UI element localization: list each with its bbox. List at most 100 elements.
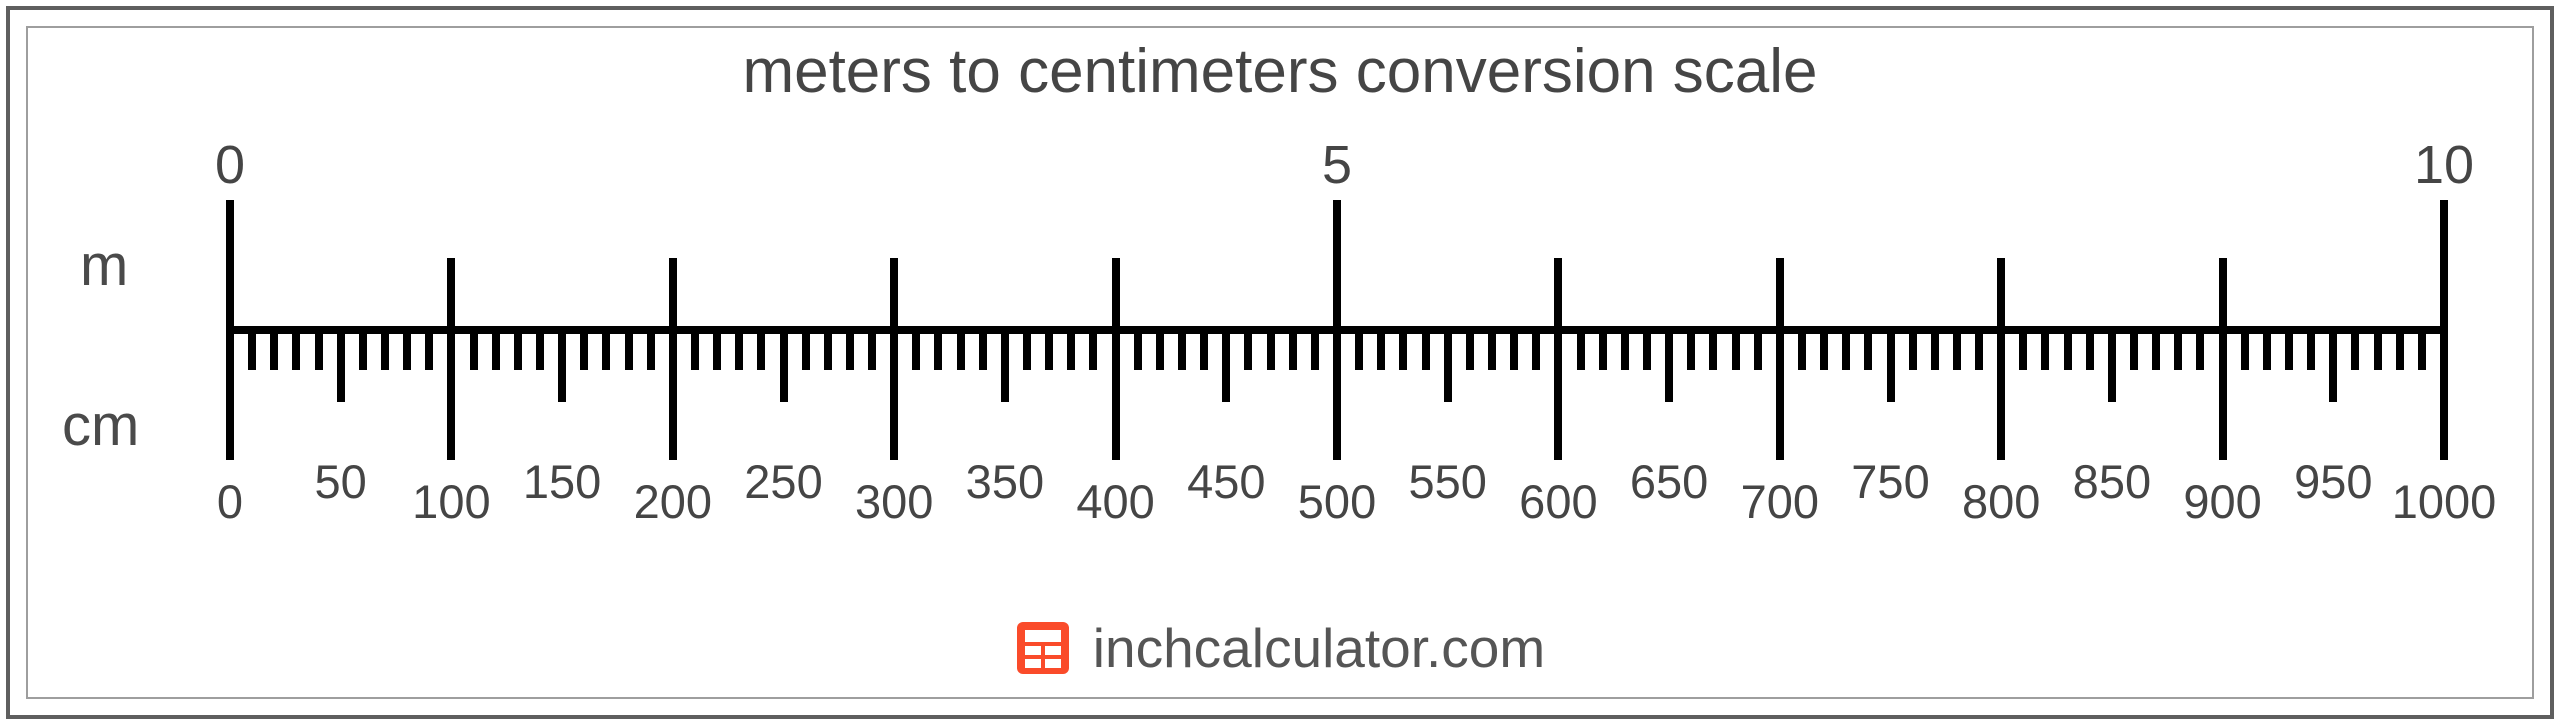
tick-bottom (470, 330, 478, 370)
tick-bottom (270, 330, 278, 370)
tick-bottom (1067, 330, 1075, 370)
tick-bottom (625, 330, 633, 370)
tick-bottom (868, 330, 876, 370)
footer: inchcalculator.com (0, 616, 2560, 680)
calculator-icon (1015, 620, 1071, 676)
tick-bottom (447, 330, 455, 460)
tick-top (669, 258, 677, 330)
tick-bottom (2019, 330, 2027, 370)
tick-bottom (248, 330, 256, 370)
tick-bottom (691, 330, 699, 370)
tick-bottom (1045, 330, 1053, 370)
tick-bottom (2307, 330, 2315, 370)
tick-bottom (1931, 330, 1939, 370)
tick-label-cm-medium: 50 (315, 454, 367, 509)
tick-bottom (912, 330, 920, 370)
tick-bottom (1399, 330, 1407, 370)
tick-label-cm-medium: 250 (744, 454, 822, 509)
tick-top (447, 258, 455, 330)
tick-label-cm-medium: 750 (1851, 454, 1929, 509)
tick-bottom (226, 330, 234, 460)
tick-bottom (425, 330, 433, 370)
tick-bottom (1222, 330, 1230, 402)
tick-bottom (602, 330, 610, 370)
tick-bottom (2396, 330, 2404, 370)
tick-bottom (1001, 330, 1009, 402)
tick-bottom (2418, 330, 2426, 370)
tick-bottom (2152, 330, 2160, 370)
tick-bottom (1665, 330, 1673, 402)
tick-bottom (1599, 330, 1607, 370)
tick-label-cm-major: 600 (1519, 474, 1597, 529)
tick-bottom (824, 330, 832, 370)
tick-bottom (514, 330, 522, 370)
tick-label-cm-major: 300 (855, 474, 933, 529)
tick-top (2219, 258, 2227, 330)
tick-bottom (1089, 330, 1097, 370)
tick-bottom (802, 330, 810, 370)
tick-label-meters: 5 (1322, 134, 1352, 196)
unit-label-meters: m (80, 232, 128, 299)
tick-top (226, 200, 234, 330)
tick-bottom (2174, 330, 2182, 370)
tick-label-meters: 0 (215, 134, 245, 196)
tick-bottom (381, 330, 389, 370)
tick-top (1997, 258, 2005, 330)
tick-top (1333, 200, 1341, 330)
tick-bottom (292, 330, 300, 370)
tick-label-cm-major: 500 (1298, 474, 1376, 529)
tick-bottom (2263, 330, 2271, 370)
tick-bottom (1554, 330, 1562, 460)
tick-bottom (1510, 330, 1518, 370)
tick-label-cm-major: 100 (412, 474, 490, 529)
tick-top (890, 258, 898, 330)
tick-bottom (2041, 330, 2049, 370)
tick-bottom (1422, 330, 1430, 370)
tick-top (1776, 258, 1784, 330)
tick-label-cm-major: 900 (2183, 474, 2261, 529)
tick-bottom (1643, 330, 1651, 370)
tick-bottom (1134, 330, 1142, 370)
tick-bottom (2196, 330, 2204, 370)
tick-bottom (1444, 330, 1452, 402)
tick-bottom (1842, 330, 1850, 370)
tick-bottom (1953, 330, 1961, 370)
tick-label-cm-major: 800 (1962, 474, 2040, 529)
tick-bottom (957, 330, 965, 370)
tick-top (1112, 258, 1120, 330)
tick-label-cm-medium: 450 (1187, 454, 1265, 509)
tick-bottom (890, 330, 898, 460)
tick-bottom (315, 330, 323, 370)
tick-bottom (2108, 330, 2116, 402)
tick-label-cm-major: 700 (1741, 474, 1819, 529)
tick-bottom (934, 330, 942, 370)
tick-bottom (2219, 330, 2227, 460)
tick-bottom (1333, 330, 1341, 460)
tick-bottom (1355, 330, 1363, 370)
tick-label-cm-medium: 650 (1630, 454, 1708, 509)
tick-bottom (1577, 330, 1585, 370)
tick-bottom (1200, 330, 1208, 370)
tick-bottom (1754, 330, 1762, 370)
tick-bottom (1311, 330, 1319, 370)
tick-bottom (780, 330, 788, 402)
tick-bottom (337, 330, 345, 402)
tick-label-cm-medium: 150 (523, 454, 601, 509)
tick-bottom (647, 330, 655, 370)
tick-bottom (1466, 330, 1474, 370)
tick-bottom (757, 330, 765, 370)
tick-top (2440, 200, 2448, 330)
tick-bottom (1532, 330, 1540, 370)
page-title: meters to centimeters conversion scale (0, 36, 2560, 107)
tick-bottom (846, 330, 854, 370)
tick-label-cm-major: 1000 (2392, 474, 2497, 529)
tick-bottom (1864, 330, 1872, 370)
tick-bottom (2086, 330, 2094, 370)
tick-bottom (1112, 330, 1120, 460)
tick-bottom (558, 330, 566, 402)
tick-label-meters: 10 (2414, 134, 2474, 196)
tick-bottom (1909, 330, 1917, 370)
tick-bottom (2374, 330, 2382, 370)
tick-bottom (580, 330, 588, 370)
tick-bottom (536, 330, 544, 370)
